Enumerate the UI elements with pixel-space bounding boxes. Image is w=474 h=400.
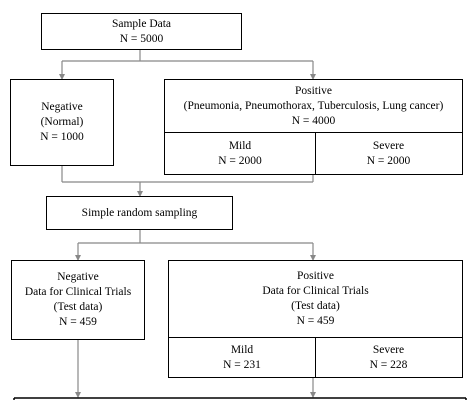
test-positive-mild-label: Mild — [230, 344, 254, 356]
negative-title: Negative — [41, 101, 83, 113]
positive-subtitle: (Pneumonia, Pneumothorax, Tuberculosis, … — [183, 99, 444, 112]
test-positive-mild-cell: Mild N = 231 — [169, 337, 315, 378]
test-positive-count: N = 459 — [296, 315, 335, 327]
positive-severe-count: N = 2000 — [366, 155, 411, 167]
sample-data-box: Sample Data N = 5000 — [41, 13, 242, 50]
test-negative-box: Negative Data for Clinical Trials (Test … — [11, 260, 145, 340]
test-negative-count: N = 459 — [59, 316, 97, 328]
test-positive-divider — [315, 337, 316, 378]
test-positive-purpose: Data for Clinical Trials — [262, 285, 369, 297]
test-positive-title: Positive — [296, 270, 335, 282]
negative-count: N = 1000 — [40, 131, 84, 143]
positive-divider — [315, 132, 316, 175]
positive-mild-cell: Mild N = 2000 — [165, 132, 315, 175]
positive-severe-cell: Severe N = 2000 — [315, 132, 462, 175]
positive-mild-label: Mild — [228, 140, 252, 152]
test-positive-mild-count: N = 231 — [223, 359, 261, 371]
test-positive-severe-count: N = 228 — [369, 359, 408, 371]
test-positive-severe-cell: Severe N = 228 — [315, 337, 462, 378]
positive-title: Positive — [294, 84, 333, 97]
test-positive-type: (Test data) — [291, 300, 340, 312]
positive-count: N = 4000 — [291, 114, 336, 127]
positive-header: Positive (Pneumonia, Pneumothorax, Tuber… — [184, 80, 444, 132]
sample-data-count: N = 5000 — [119, 32, 164, 45]
negative-subtitle: (Normal) — [40, 116, 84, 128]
sampling-label: Simple random sampling — [81, 206, 198, 219]
test-positive-header: Positive Data for Clinical Trials (Test … — [262, 261, 368, 337]
sampling-box: Simple random sampling — [46, 196, 233, 230]
positive-severe-label: Severe — [372, 140, 405, 152]
test-negative-title: Negative — [57, 271, 99, 283]
positive-mild-count: N = 2000 — [218, 155, 262, 167]
test-negative-type: (Test data) — [53, 301, 103, 313]
positive-box: Positive (Pneumonia, Pneumothorax, Tuber… — [164, 79, 463, 175]
test-positive-box: Positive Data for Clinical Trials (Test … — [168, 260, 463, 378]
negative-box: Negative (Normal) N = 1000 — [10, 79, 114, 166]
test-positive-severe-label: Severe — [372, 344, 405, 356]
sample-data-title: Sample Data — [111, 17, 172, 30]
test-negative-purpose: Data for Clinical Trials — [24, 286, 132, 298]
